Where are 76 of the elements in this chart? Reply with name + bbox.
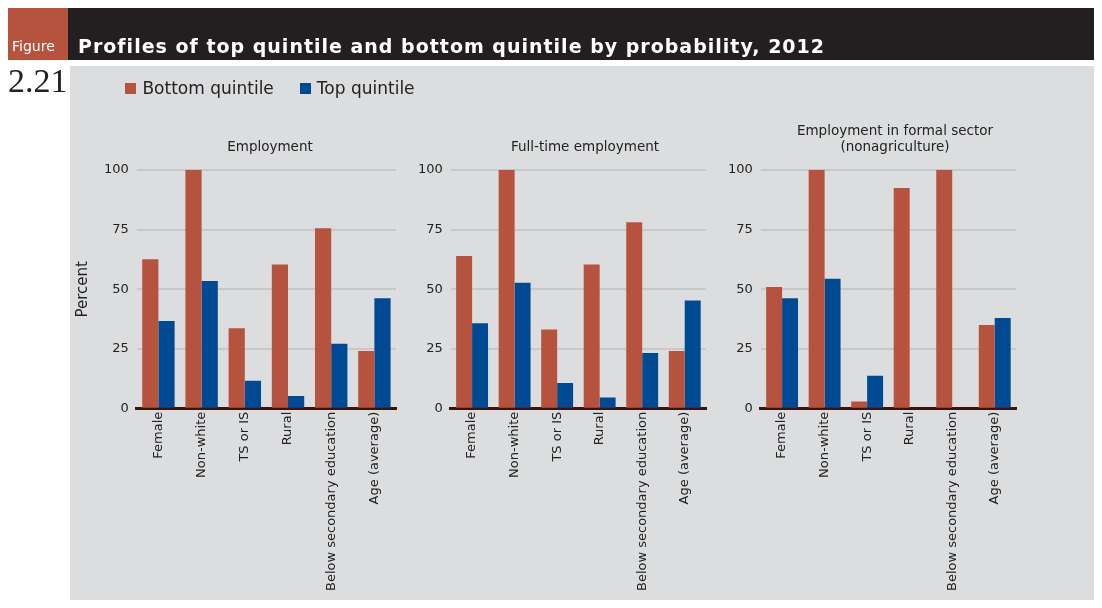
bar [331, 343, 348, 408]
y-axis-title: Percent [72, 260, 91, 318]
y-tick-label: 0 [434, 400, 443, 416]
bar [557, 382, 574, 408]
bar [358, 350, 375, 408]
y-tick-label: 0 [120, 400, 129, 416]
x-tick-label: Non-white [192, 411, 208, 478]
chart-subtitle: Full-time employment [510, 138, 660, 154]
x-tick-label: Rural [279, 411, 295, 446]
text: Profiles of top quintile and bottom quintile by probability, 2012 [78, 35, 826, 57]
x-tick-label: Non-white [505, 411, 521, 478]
y-tick-label: 50 [112, 280, 129, 296]
y-tick-label: 0 [744, 400, 753, 416]
bar [936, 169, 953, 408]
x-tick-label: Female [149, 411, 165, 459]
bar [824, 278, 841, 408]
x-tick-label: Female [773, 411, 789, 459]
x-tick-label: Below secondary education [943, 411, 959, 592]
text: 2.21 [8, 62, 68, 100]
bar [374, 298, 391, 408]
bar [668, 350, 685, 408]
bar [782, 298, 799, 408]
bar [185, 169, 202, 408]
y-tick-label: 75 [736, 220, 753, 236]
y-tick-label: 25 [112, 340, 129, 356]
bar [158, 321, 175, 408]
bar [851, 401, 868, 408]
bar [642, 353, 659, 408]
y-tick-label: 100 [727, 161, 753, 177]
y-tick-label: 25 [736, 340, 753, 356]
bar [684, 300, 701, 408]
bar [288, 396, 305, 408]
bar [228, 328, 245, 408]
x-tick-label: Below secondary education [322, 411, 338, 592]
x-tick-label: Below secondary education [633, 411, 649, 592]
bar [808, 169, 825, 408]
y-tick-label: 25 [426, 340, 443, 356]
bar [271, 264, 289, 408]
chart-subtitle: Employment [227, 138, 313, 154]
y-tick-label: 75 [112, 220, 129, 236]
y-tick-label: 50 [426, 280, 443, 296]
x-tick-label: TS or IS [236, 411, 252, 463]
bar [142, 259, 159, 408]
bar [498, 169, 515, 408]
bar [766, 287, 783, 408]
x-tick-label: TS or IS [548, 411, 564, 463]
x-tick-label: Non-white [815, 411, 831, 478]
bar [514, 282, 531, 408]
x-tick-label: Rural [901, 411, 917, 446]
bar [244, 380, 262, 408]
bar [994, 317, 1011, 408]
y-tick-label: 100 [417, 161, 443, 177]
legend-label: Bottom quintile [142, 78, 274, 98]
y-tick-label: 100 [103, 161, 129, 177]
bar [867, 375, 884, 408]
x-tick-label: Rural [591, 411, 607, 446]
bar [599, 397, 616, 408]
x-tick-label: Age (average) [365, 411, 381, 505]
bar [315, 228, 332, 408]
chart-subtitle: Employment in formal sector (nonagriculture) [795, 122, 995, 154]
x-tick-label: Age (average) [986, 411, 1002, 505]
bar [583, 264, 600, 408]
text: Figure [12, 38, 55, 54]
bar [472, 323, 489, 408]
bar [626, 222, 643, 408]
bar [456, 256, 473, 408]
x-tick-label: Female [463, 411, 479, 459]
bar [978, 325, 995, 408]
x-tick-label: Age (average) [676, 411, 692, 505]
bar [201, 280, 218, 408]
x-tick-label: TS or IS [858, 411, 874, 463]
bar [893, 187, 910, 408]
y-tick-label: 75 [426, 220, 443, 236]
legend-label: Top quintile [316, 78, 415, 98]
bar [541, 329, 558, 408]
y-tick-label: 50 [736, 280, 753, 296]
